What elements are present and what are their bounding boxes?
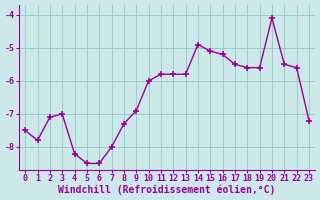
X-axis label: Windchill (Refroidissement éolien,°C): Windchill (Refroidissement éolien,°C) bbox=[58, 185, 276, 195]
